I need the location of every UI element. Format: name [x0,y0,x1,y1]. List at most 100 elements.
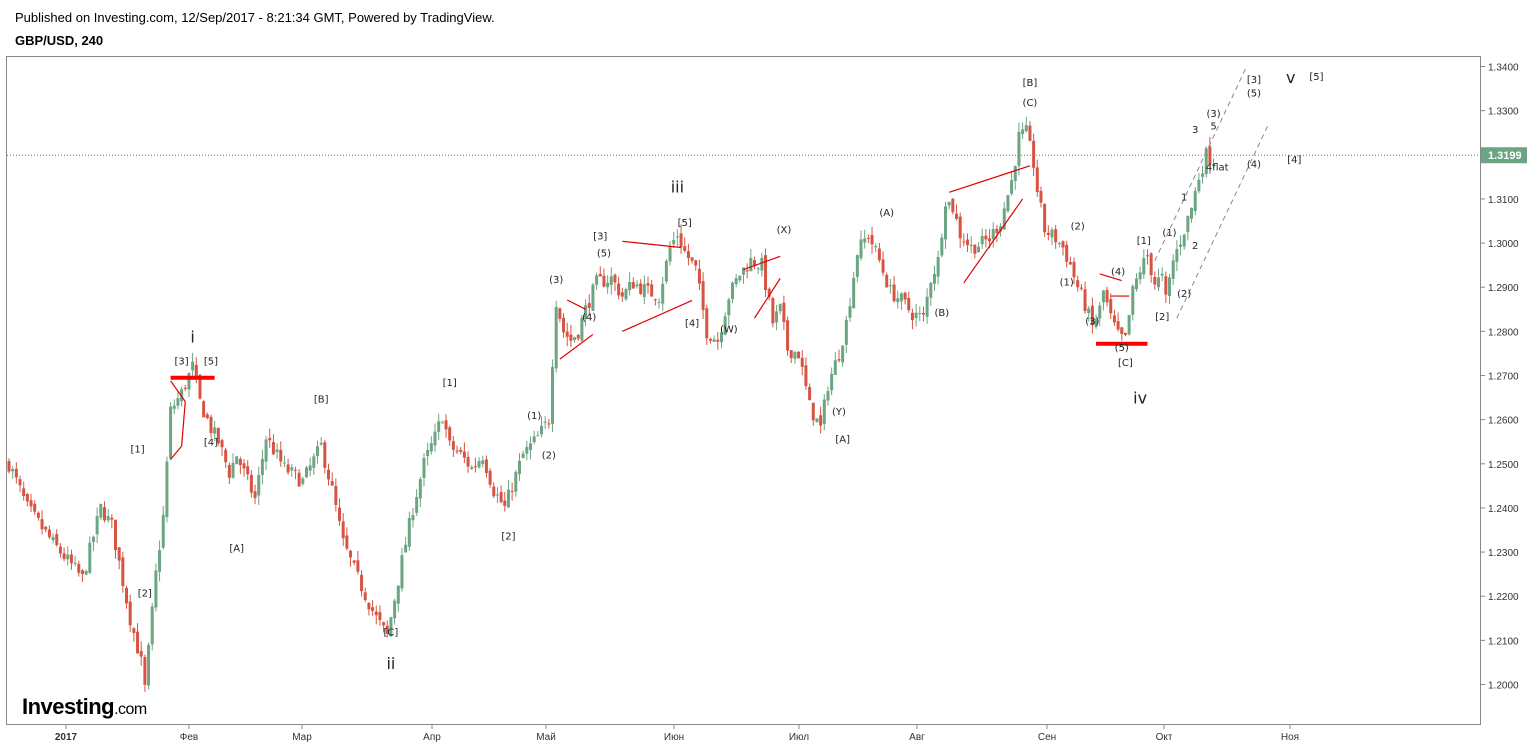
candle-body [947,201,951,206]
candle-body [800,357,804,367]
wave-label: (5) [1115,343,1129,354]
candle-body [18,479,22,486]
candle-body [345,535,349,549]
candle-body [672,240,676,245]
candle-body [66,554,70,560]
y-tick-label: 1.2600 [1488,416,1519,427]
candle-body [352,560,356,563]
candle-body [646,283,650,286]
candle-body [224,449,228,463]
candle-body [1065,244,1069,262]
candle-body [635,284,639,287]
candle-body [1083,289,1087,312]
candle-body [374,611,378,616]
candle-body [514,472,518,492]
candle-body [892,284,896,302]
trend-line [743,255,781,271]
candle-body [360,574,364,592]
candle-body [84,570,88,575]
investing-logo[interactable]: Investing.com [22,694,147,720]
candle-body [760,257,764,271]
candle-body [282,462,286,464]
candle-body [91,536,95,543]
candle-body [187,373,191,390]
candle-body [106,515,110,521]
candle-body [932,273,936,284]
wave-label: [3] [175,356,189,367]
wave-label: (4) [1111,267,1125,278]
candle-body [734,278,738,285]
candle-body [668,246,672,262]
candle-body [624,289,628,300]
candle-body [341,521,345,539]
candle-body [631,282,635,289]
candle-body [1182,234,1186,247]
wave-label: 2 [1192,241,1198,252]
candle-body [1186,215,1190,232]
candle-body [1112,315,1116,323]
candle-body [334,486,338,505]
wave-label: (2) [1177,289,1191,300]
candle-body [495,494,499,496]
wave-label: [5] [678,218,692,229]
candle-body [822,399,826,424]
candle-body [888,285,892,287]
candle-body [863,238,867,243]
candle-body [462,451,466,458]
candle-body [1179,244,1183,247]
wave-label: 3 [1192,125,1198,136]
candle-body [169,406,173,459]
candle-body [562,317,566,333]
candle-body [613,274,617,283]
candle-body [448,427,452,441]
wave-label: [4] [1287,155,1301,166]
candle-body [576,334,580,339]
candle-body [661,283,665,304]
trend-line [1099,273,1122,282]
candle-body [958,216,962,239]
candle-body [918,312,922,314]
candle-body [598,273,602,277]
candle-body [14,468,18,478]
candle-body [694,260,698,266]
candle-body [811,402,815,421]
y-tick-label: 1.2500 [1488,460,1519,471]
candle-body [708,338,712,341]
candle-body [775,311,779,323]
candle-body [554,306,558,369]
candle-body [242,463,246,469]
y-tick-label: 1.3100 [1488,195,1519,206]
candle-body [521,453,525,458]
wave-label: [4] [685,319,699,330]
wave-label: [2] [1155,312,1169,323]
candle-body [793,352,797,359]
candle-body [323,442,327,468]
candle-body [657,301,661,303]
wave-label: (4) [582,312,596,323]
candle-body [1028,125,1032,141]
wave-label: (Y) [832,407,846,418]
candle-body [1138,272,1142,280]
candle-body [33,503,37,512]
candle-body [617,283,621,296]
candle-body [587,303,591,308]
candle-body [40,519,44,530]
candle-body [925,296,929,317]
candle-body [385,625,389,634]
candle-body [907,297,911,311]
symbol-title: GBP/USD, 240 [15,33,104,48]
candle-body [525,446,529,454]
wave-label: [5] [1309,72,1323,83]
candle-body [995,228,999,234]
x-tick-label: Окт [1156,732,1173,743]
candle-body [440,422,444,424]
y-tick-label: 1.2100 [1488,636,1519,647]
candle-body [730,282,734,300]
candle-body [488,470,492,485]
candle-body [80,570,84,575]
x-tick-label: Ноя [1281,732,1299,743]
candle-body [1039,190,1043,203]
y-tick-label: 1.2000 [1488,681,1519,692]
